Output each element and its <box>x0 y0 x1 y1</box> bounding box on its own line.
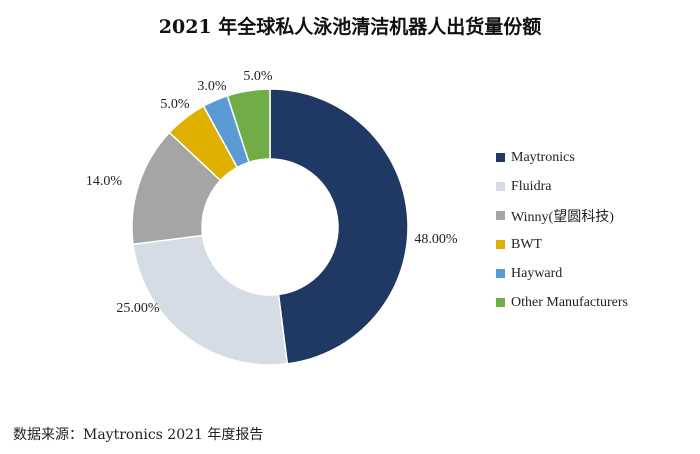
legend-swatch <box>496 240 505 249</box>
source-note: 数据来源：Maytronics 2021 年度报告 <box>13 427 264 443</box>
data-label: 5.0% <box>243 69 273 84</box>
legend-item: Maytronics <box>496 143 628 172</box>
legend-label: Fluidra <box>511 178 552 194</box>
chart-title: 2021 年全球私人泳池清洁机器人出货量份额 <box>158 16 542 38</box>
legend-label: BWT <box>511 236 543 252</box>
legend-swatch <box>496 298 505 307</box>
donut-slices <box>131 88 409 366</box>
legend-swatch <box>496 153 505 162</box>
slice-maytronics <box>269 88 409 365</box>
legend-swatch <box>496 269 505 278</box>
legend-item: Other Manufacturers <box>496 288 628 317</box>
legend-label: Other Manufacturers <box>511 294 629 310</box>
legend-label: Winny(望圆科技) <box>511 209 614 225</box>
chart-legend: Maytronics Fluidra Winny(望圆科技) BWT Hayward Ot… <box>496 143 628 317</box>
legend-label: Maytronics <box>511 149 575 165</box>
legend-swatch <box>496 182 505 191</box>
legend-item: BWT <box>496 230 628 259</box>
legend-item: Hayward <box>496 259 628 288</box>
data-label: 25.00% <box>116 301 160 316</box>
data-labels: 48.00% 25.00% 14.0% 5.0% 3.0% 5.0% <box>86 69 458 316</box>
slice-fluidra <box>132 234 289 366</box>
data-label: 5.0% <box>160 97 190 112</box>
legend-item: Winny(望圆科技) <box>496 201 628 230</box>
slice-other-manufacturers <box>226 88 271 164</box>
legend-swatch <box>496 211 505 220</box>
legend-item: Fluidra <box>496 172 628 201</box>
data-label: 14.0% <box>86 174 123 189</box>
data-label: 3.0% <box>197 79 227 94</box>
data-label: 48.00% <box>414 232 458 247</box>
legend-label: Hayward <box>511 265 563 281</box>
